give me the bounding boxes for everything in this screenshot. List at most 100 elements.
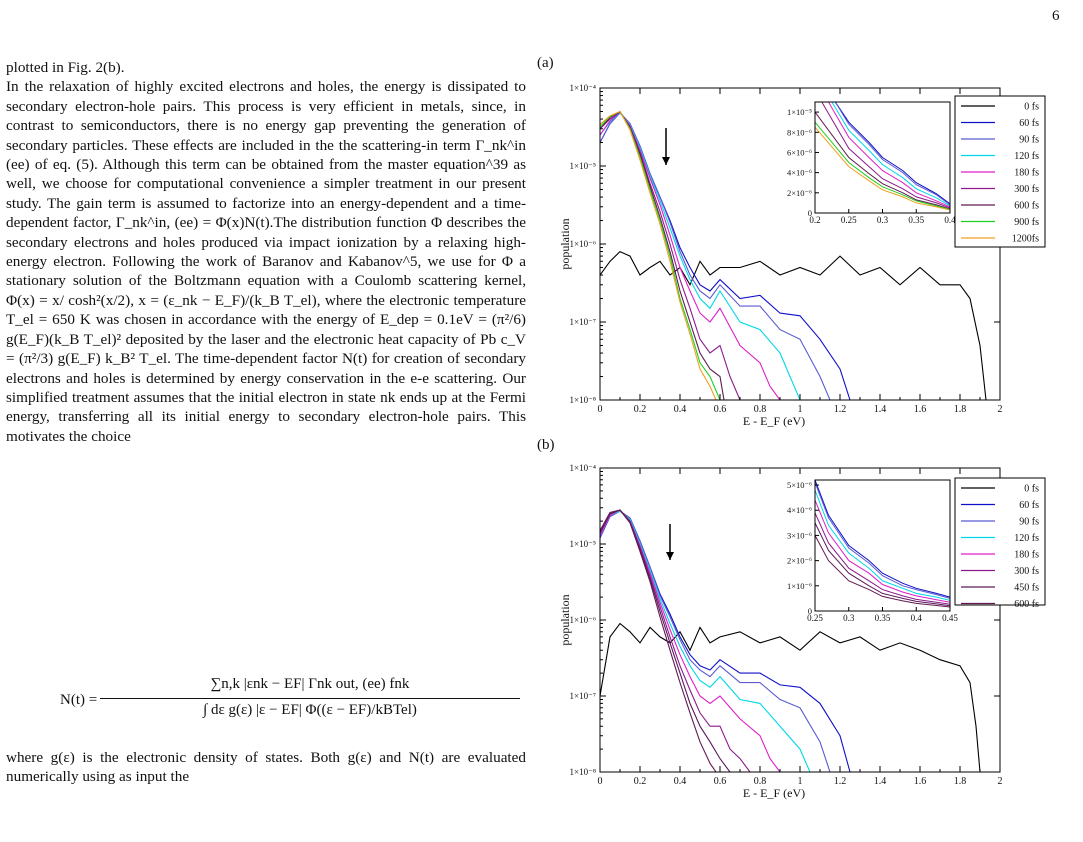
legend-entry: 300 fs <box>1014 566 1039 577</box>
legend-entry: 60 fs <box>1019 500 1039 511</box>
inset-series-group <box>815 480 950 608</box>
legend-entry: 600 fs <box>1014 201 1039 212</box>
y-axis-label: population <box>558 594 572 645</box>
inset-x-tick-label: 0.25 <box>807 613 823 623</box>
x-tick-label: 0.6 <box>714 404 727 415</box>
inset-series-line-900fs <box>815 121 950 210</box>
x-tick-label: 0.6 <box>714 776 727 787</box>
equation-denominator: ∫ dε g(ε) |ε − EF| Φ((ε − EF)/kBTel) <box>203 702 417 718</box>
inset-y-tick-label: 1×10⁻⁵ <box>787 107 812 117</box>
arrow-head <box>666 552 674 560</box>
panel-label-b: (b) <box>537 437 555 453</box>
series-line-600fs <box>600 110 725 400</box>
inset-x-tick-label: 0.25 <box>841 215 857 225</box>
equation-lhs: N(t) = <box>60 692 98 708</box>
body-text: plotted in Fig. 2(b). In the relaxation … <box>6 58 526 446</box>
x-axis-label: E - E_F (eV) <box>743 786 805 800</box>
x-tick-label: 1.2 <box>834 776 847 787</box>
series-line-180fs <box>600 509 781 772</box>
inset-series-group <box>815 102 950 211</box>
legend-entry: 120 fs <box>1014 533 1039 544</box>
inset-y-tick-label: 1×10⁻⁶ <box>787 581 812 591</box>
inset-series-line-90fs <box>815 482 950 599</box>
inset-series-line-90fs <box>834 102 950 206</box>
y-tick-label: 1×10⁻⁶ <box>570 239 596 249</box>
x-tick-label: 0 <box>598 404 603 415</box>
inset-series-line-1200fs <box>815 126 950 211</box>
inset-y-tick-label: 4×10⁻⁶ <box>787 168 812 178</box>
inset-series-line-600fs <box>815 535 950 608</box>
x-tick-label: 2 <box>998 404 1003 415</box>
x-tick-label: 0.2 <box>634 776 647 787</box>
y-tick-label: 1×10⁻⁶ <box>570 615 596 625</box>
inset-y-tick-label: 2×10⁻⁶ <box>787 556 812 566</box>
inset-series-line-300fs <box>815 512 950 605</box>
y-tick-label: 1×10⁻⁵ <box>570 161 596 171</box>
equation-numerator: ∑n,k |εnk − EF| Γnk out, (ee) fnk <box>210 676 410 692</box>
inset-y-tick-label: 0 <box>808 208 812 218</box>
paragraph-2: In the relaxation of highly excited elec… <box>6 78 526 445</box>
series-line-90fs <box>600 510 831 772</box>
x-tick-label: 1 <box>798 776 803 787</box>
x-tick-label: 1 <box>798 404 803 415</box>
inset-series-line-120fs <box>831 102 950 207</box>
y-tick-label: 1×10⁻⁸ <box>570 395 596 405</box>
series-line-450fs <box>600 509 731 772</box>
chart-panel-0: 0 0.2 0.4 0.6 0.8 1 1.2 1.4 1.6 1.8 21×10⁻⁸1×10⁻⁷1… <box>558 83 1046 428</box>
x-tick-label: 1.4 <box>874 404 887 415</box>
legend-entry: 90 fs <box>1019 135 1039 146</box>
inset-y-tick-label: 5×10⁻⁶ <box>787 480 812 490</box>
x-tick-label: 0.4 <box>674 776 687 787</box>
y-tick-label: 1×10⁻⁸ <box>570 767 596 777</box>
chart-panel-1: 0 0.2 0.4 0.6 0.8 1 1.2 1.4 1.6 1.8 2 1×10⁻⁸ 1×10⁻⁷ 1… <box>558 463 1046 800</box>
legend-entry: 450 fs <box>1014 583 1039 594</box>
panel-label-a: (a) <box>537 55 554 71</box>
inset-x-tick-label: 0.45 <box>942 613 958 623</box>
y-tick-label: 1×10⁻⁴ <box>570 463 596 473</box>
inset-y-tick-label: 2×10⁻⁶ <box>787 188 812 198</box>
x-tick-label: 0 <box>598 776 603 787</box>
series-line-90fs <box>600 112 831 400</box>
legend-entry: 1200fs <box>1012 234 1039 245</box>
inset-series-line-450fs <box>815 522 950 607</box>
series-group <box>600 110 987 400</box>
inset-y-tick-label: 0 <box>808 606 812 616</box>
inset-x-tick-label: 0.4 <box>911 613 923 623</box>
inset-y-tick-label: 3×10⁻⁶ <box>787 530 812 540</box>
y-tick-label: 1×10⁻⁷ <box>570 317 596 327</box>
x-tick-label: 1.6 <box>914 776 927 787</box>
series-line-60fs <box>600 510 851 772</box>
inset-y-tick-label: 4×10⁻⁶ <box>787 505 812 515</box>
inset-y-tick-label: 6×10⁻⁶ <box>787 147 812 157</box>
legend-entry: 0 fs <box>1024 484 1039 495</box>
paragraph-1: plotted in Fig. 2(b). <box>6 59 125 76</box>
arrow-head <box>662 157 670 165</box>
x-tick-label: 0.4 <box>674 404 687 415</box>
y-axis-label: population <box>558 218 572 269</box>
legend-entry: 180 fs <box>1014 168 1039 179</box>
inset-series-line-180fs <box>815 500 950 603</box>
inset-series-line-60fs <box>834 102 950 205</box>
x-tick-label: 1.8 <box>954 776 967 787</box>
page-number: 6 <box>1052 8 1060 24</box>
legend-entry: 0 fs <box>1024 102 1039 113</box>
series-line-0fs <box>600 250 987 400</box>
inset-x-tick-label: 0.4 <box>944 215 956 225</box>
x-tick-label: 1.8 <box>954 404 967 415</box>
legend-entry: 120 fs <box>1014 151 1039 162</box>
x-tick-label: 1.2 <box>834 404 847 415</box>
inset-x-tick-label: 0.3 <box>843 613 855 623</box>
legend-entry: 900 fs <box>1014 217 1039 228</box>
legend-entry: 300 fs <box>1014 184 1039 195</box>
series-line-60fs <box>600 112 851 400</box>
x-axis-label: E - E_F (eV) <box>743 414 805 428</box>
inset-series-line-300fs <box>821 102 950 209</box>
legend-entry: 180 fs <box>1014 550 1039 561</box>
inset-series-line-120fs <box>815 489 950 601</box>
x-tick-label: 0.2 <box>634 404 647 415</box>
x-tick-label: 0.8 <box>754 404 767 415</box>
inset-x-tick-label: 0.2 <box>809 215 820 225</box>
x-tick-label: 0.8 <box>754 776 767 787</box>
y-tick-label: 1×10⁻⁷ <box>570 691 596 701</box>
paragraph-3: where g(ε) is the electronic density of … <box>6 749 526 786</box>
